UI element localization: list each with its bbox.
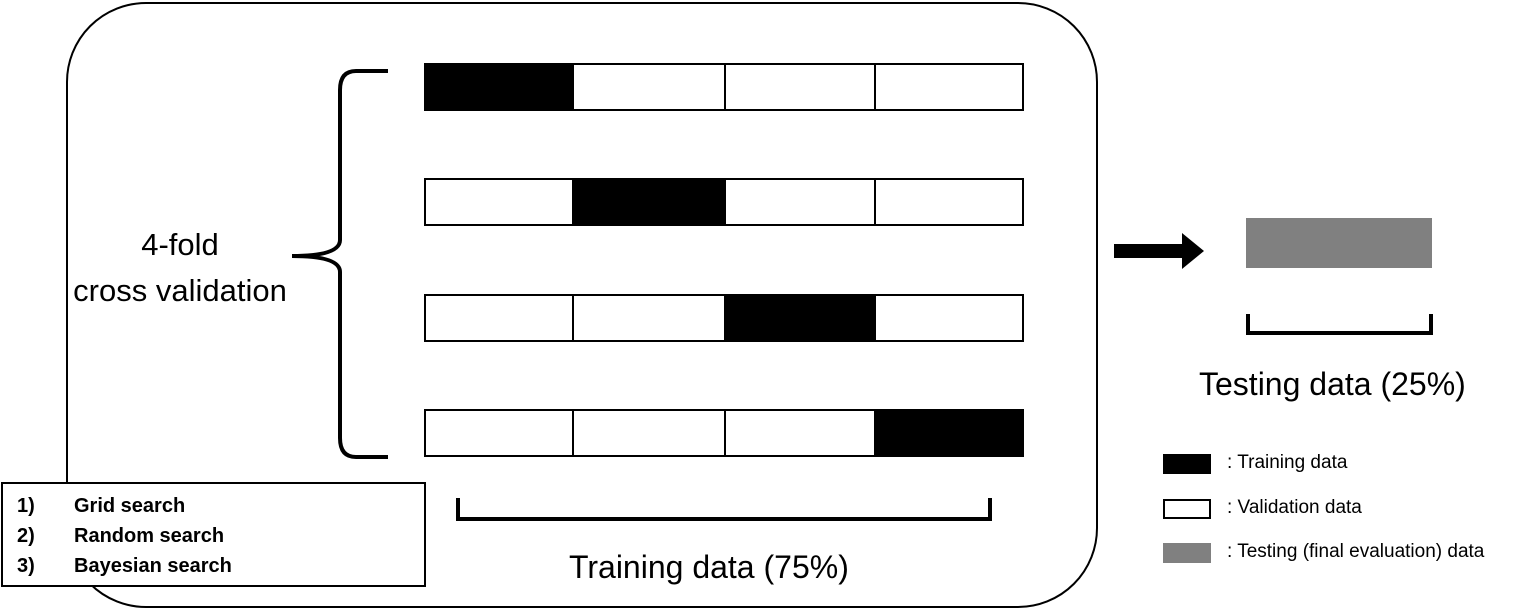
method-name: Bayesian search [74, 555, 232, 577]
validation-fold-segment [724, 411, 874, 455]
method-number: 3) [17, 555, 35, 577]
method-item: 1) Grid search [17, 495, 185, 518]
testing-data-label: Testing data (25%) [1199, 366, 1466, 402]
testing-bracket [1246, 314, 1433, 335]
legend-label-testing: : Testing (final evaluation) data [1227, 541, 1485, 562]
testing-data-bar [1246, 218, 1432, 268]
fold-brace [291, 69, 388, 459]
legend-swatch-validation [1163, 499, 1211, 519]
legend-label-training: : Training data [1227, 452, 1348, 473]
fold-bar-2 [424, 178, 1024, 226]
training-bracket [456, 498, 992, 521]
method-number: 2) [17, 525, 35, 547]
legend-swatch-training [1163, 454, 1211, 474]
cv-label-line1: 4-fold [141, 227, 219, 262]
method-number: 1) [17, 495, 35, 517]
validation-fold-segment [426, 296, 572, 340]
validation-fold-segment [426, 411, 572, 455]
validation-fold-segment [572, 65, 724, 109]
method-name: Random search [74, 525, 225, 547]
validation-fold-segment [724, 65, 874, 109]
method-name: Grid search [74, 495, 186, 517]
fold-bar-4 [424, 409, 1024, 457]
training-fold-segment [874, 411, 1022, 455]
fold-bar-3 [424, 294, 1024, 342]
training-data-label: Training data (75%) [569, 549, 849, 585]
arrow-icon [1114, 233, 1204, 269]
validation-fold-segment [874, 65, 1022, 109]
search-methods-box: 1) Grid search 2) Random search 3) Bayesian… [1, 482, 426, 587]
training-fold-segment [426, 65, 572, 109]
training-fold-segment [572, 180, 724, 224]
method-item: 2) Random search [17, 525, 224, 548]
cv-label-line2: cross validation [73, 273, 287, 308]
validation-fold-segment [572, 411, 724, 455]
validation-fold-segment [572, 296, 724, 340]
validation-fold-segment [874, 296, 1022, 340]
validation-fold-segment [874, 180, 1022, 224]
method-item: 3) Bayesian search [17, 555, 232, 578]
validation-fold-segment [724, 180, 874, 224]
legend-label-validation: : Validation data [1227, 497, 1362, 518]
training-fold-segment [724, 296, 874, 340]
fold-bar-1 [424, 63, 1024, 111]
validation-fold-segment [426, 180, 572, 224]
cross-validation-label: 4-fold cross validation [40, 222, 320, 314]
legend-swatch-testing [1163, 543, 1211, 563]
